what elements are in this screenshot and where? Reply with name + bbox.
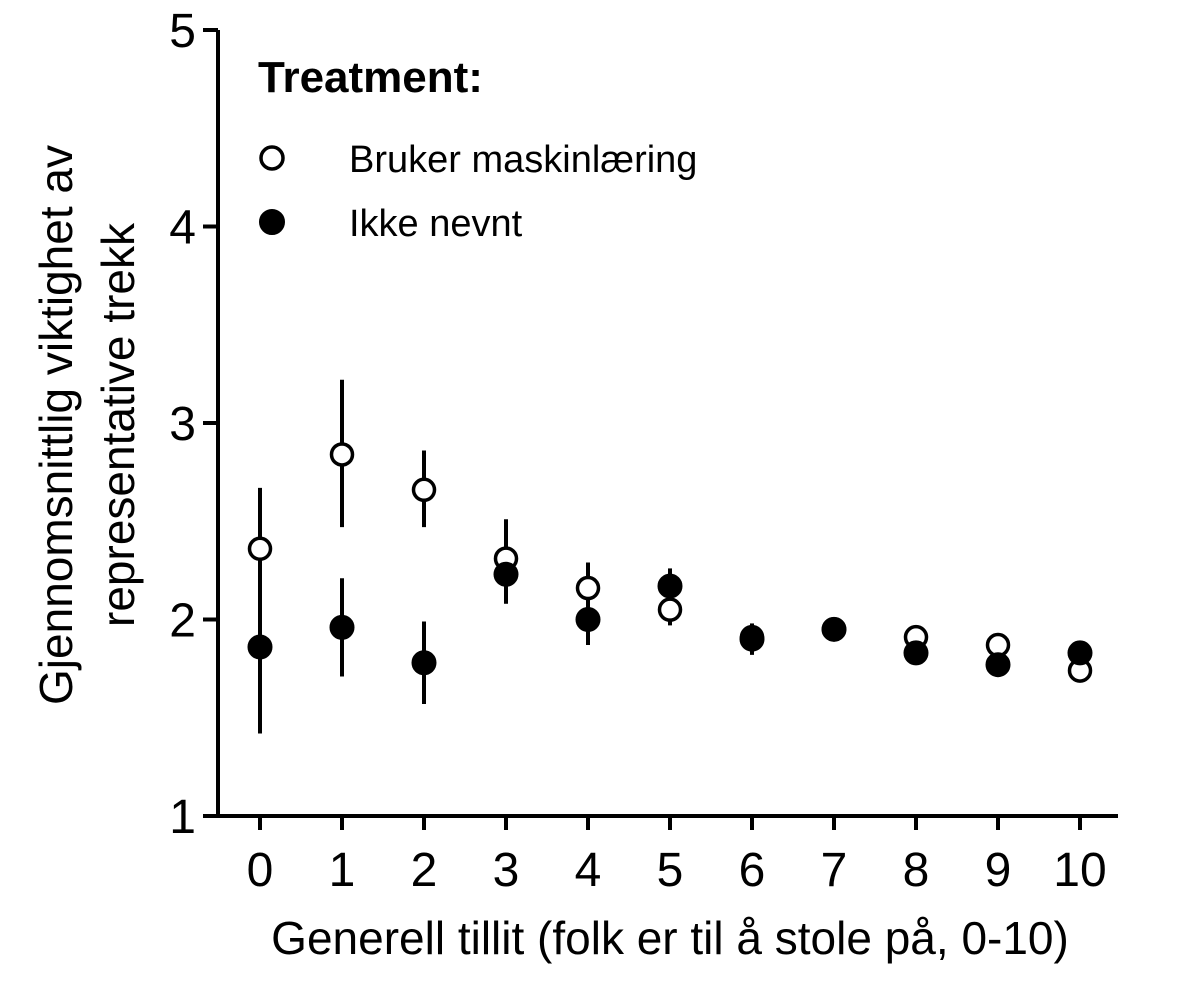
x-tick-label: 1 — [329, 844, 356, 897]
x-tick-label: 3 — [493, 844, 520, 897]
point-bruker-maskinlaering — [329, 442, 355, 467]
point-ikke-nevnt — [411, 650, 437, 676]
point-bruker-maskinlaering — [411, 477, 437, 503]
x-tick-label: 9 — [985, 844, 1012, 897]
point-ikke-nevnt — [575, 607, 601, 632]
y-tick-label: 2 — [169, 595, 196, 648]
point-bruker-maskinlaering — [247, 536, 273, 562]
y-tick-label: 1 — [169, 791, 196, 844]
x-tick-label: 5 — [657, 844, 684, 897]
x-tick-label: 6 — [739, 844, 766, 897]
data-points — [247, 442, 1093, 683]
y-axis-ticks: 1 2 3 4 5 — [169, 5, 218, 844]
y-tick-label: 3 — [169, 398, 196, 451]
legend-title: Treatment: — [258, 53, 483, 102]
point-bruker-maskinlaering — [575, 575, 601, 601]
legend-open-circle-marker — [259, 145, 285, 171]
point-ikke-nevnt — [739, 626, 765, 652]
x-tick-label: 7 — [821, 844, 848, 897]
x-axis-title: Generell tillit (folk er til å stole på,… — [271, 912, 1069, 964]
point-ikke-nevnt — [903, 640, 929, 666]
x-tick-label: 4 — [575, 844, 602, 897]
point-ikke-nevnt — [247, 634, 273, 660]
point-bruker-maskinlaering — [657, 597, 683, 622]
error-bars — [258, 379, 1082, 734]
x-tick-label: 2 — [411, 844, 438, 897]
point-ikke-nevnt — [657, 573, 683, 599]
y-axis-title-line-2: representative trekk — [92, 222, 144, 627]
x-tick-label: 0 — [247, 844, 274, 897]
y-axis-title: Gjennomsnittlig viktighet av representat… — [30, 145, 144, 705]
x-tick-label: 10 — [1053, 844, 1106, 897]
legend-filled-circle-marker — [259, 209, 285, 235]
x-tick-label: 8 — [903, 844, 930, 897]
point-ikke-nevnt — [985, 652, 1011, 678]
legend: Treatment: Bruker maskinlæring Ikke nevn… — [258, 53, 697, 245]
legend-label-bruker-maskinlaering: Bruker maskinlæring — [349, 139, 697, 181]
x-axis-ticks: 0 1 2 3 4 5 6 7 8 9 10 — [247, 816, 1107, 897]
point-ikke-nevnt — [821, 616, 847, 642]
point-ikke-nevnt — [1067, 640, 1093, 666]
point-ikke-nevnt — [493, 561, 519, 587]
y-axis-title-line-1: Gjennomsnittlig viktighet av — [30, 145, 82, 705]
y-tick-label: 5 — [169, 5, 196, 58]
legend-label-ikke-nevnt: Ikke nevnt — [349, 203, 523, 245]
point-ikke-nevnt — [329, 614, 355, 640]
y-tick-label: 4 — [169, 202, 196, 255]
